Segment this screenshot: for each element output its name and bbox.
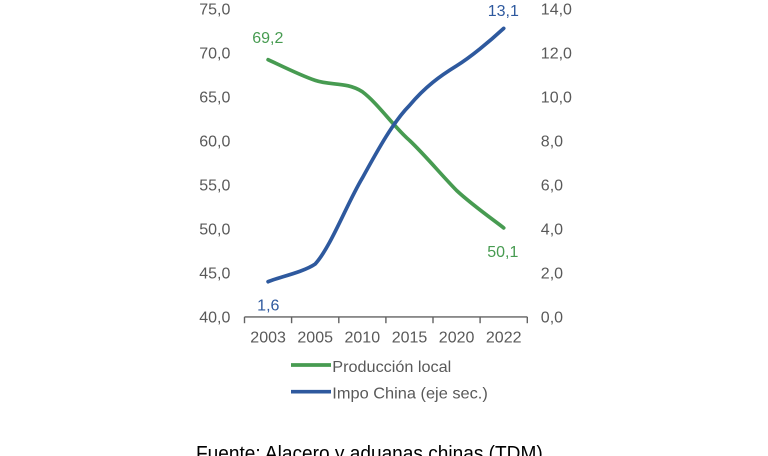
svg-text:2005: 2005 [297,330,333,347]
svg-text:65,0: 65,0 [199,89,230,106]
svg-text:Impo China (eje sec.): Impo China (eje sec.) [332,386,488,403]
svg-text:75,0: 75,0 [199,1,230,18]
svg-text:69,2: 69,2 [252,30,283,47]
svg-text:Fuente: Alacero y aduanas chin: Fuente: Alacero y aduanas chinas (TDM). [196,443,548,456]
svg-text:12,0: 12,0 [541,45,572,62]
svg-text:13,1: 13,1 [488,3,519,20]
svg-text:55,0: 55,0 [199,178,230,195]
svg-text:1,6: 1,6 [257,297,279,314]
svg-text:70,0: 70,0 [199,45,230,62]
svg-text:50,0: 50,0 [199,222,230,239]
svg-text:50,1: 50,1 [487,244,518,261]
svg-text:4,0: 4,0 [541,222,563,239]
svg-text:2003: 2003 [250,330,286,347]
svg-text:2015: 2015 [392,330,428,347]
svg-text:8,0: 8,0 [541,134,563,151]
svg-text:0,0: 0,0 [541,310,563,327]
svg-text:10,0: 10,0 [541,89,572,106]
svg-text:2022: 2022 [486,330,522,347]
svg-text:6,0: 6,0 [541,178,563,195]
svg-text:2020: 2020 [439,330,475,347]
svg-text:Producción local: Producción local [332,359,451,376]
svg-text:14,0: 14,0 [541,1,572,18]
svg-text:45,0: 45,0 [199,266,230,283]
svg-text:2,0: 2,0 [541,266,563,283]
svg-text:40,0: 40,0 [199,310,230,327]
svg-text:2010: 2010 [345,330,381,347]
svg-text:60,0: 60,0 [199,134,230,151]
